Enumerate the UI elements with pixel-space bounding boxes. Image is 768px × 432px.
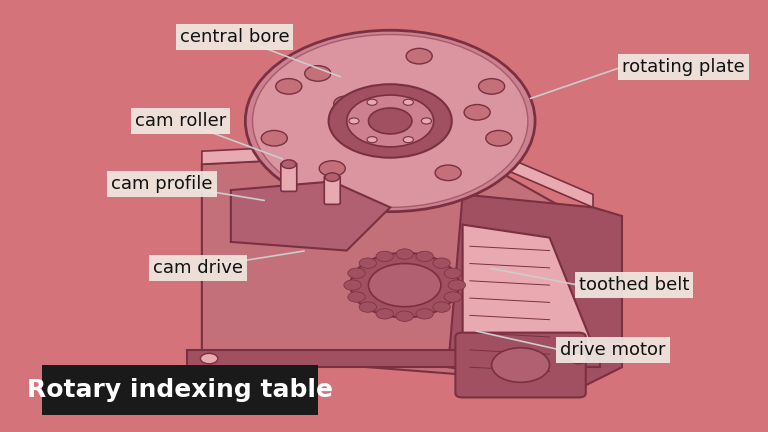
Text: central bore: central bore — [180, 28, 290, 46]
Circle shape — [376, 251, 393, 261]
Circle shape — [416, 309, 433, 319]
Text: Rotary indexing table: Rotary indexing table — [27, 378, 333, 402]
Circle shape — [433, 302, 450, 312]
Circle shape — [282, 160, 296, 168]
Text: drive motor: drive motor — [561, 341, 666, 359]
Circle shape — [359, 258, 376, 268]
Circle shape — [319, 161, 346, 176]
Circle shape — [333, 96, 359, 111]
Circle shape — [349, 118, 359, 124]
Ellipse shape — [245, 30, 535, 212]
Polygon shape — [231, 181, 390, 251]
Circle shape — [376, 309, 393, 319]
Circle shape — [396, 311, 413, 321]
Circle shape — [359, 302, 376, 312]
Text: rotating plate: rotating plate — [622, 58, 745, 76]
Circle shape — [200, 353, 218, 364]
FancyBboxPatch shape — [187, 350, 601, 367]
Circle shape — [261, 130, 287, 146]
FancyBboxPatch shape — [42, 365, 318, 415]
Text: cam drive: cam drive — [154, 259, 243, 277]
Text: cam profile: cam profile — [111, 175, 213, 193]
Circle shape — [350, 253, 459, 318]
Circle shape — [344, 280, 361, 290]
Text: toothed belt: toothed belt — [578, 276, 689, 294]
Circle shape — [416, 251, 433, 261]
Circle shape — [348, 292, 366, 302]
Circle shape — [348, 268, 366, 278]
Circle shape — [433, 258, 450, 268]
Circle shape — [396, 249, 413, 259]
Polygon shape — [449, 194, 622, 389]
Circle shape — [367, 137, 377, 143]
Circle shape — [403, 137, 413, 143]
Circle shape — [369, 264, 441, 307]
Circle shape — [435, 165, 462, 181]
FancyBboxPatch shape — [324, 176, 340, 204]
FancyBboxPatch shape — [455, 333, 586, 397]
Circle shape — [305, 66, 331, 81]
Circle shape — [444, 268, 462, 278]
Circle shape — [325, 173, 339, 181]
Circle shape — [444, 292, 462, 302]
FancyBboxPatch shape — [281, 163, 296, 191]
Polygon shape — [202, 151, 593, 380]
Circle shape — [346, 95, 434, 147]
Circle shape — [367, 99, 377, 105]
Polygon shape — [462, 225, 593, 389]
Ellipse shape — [253, 35, 528, 207]
Circle shape — [478, 79, 505, 94]
Circle shape — [486, 130, 512, 146]
Circle shape — [570, 353, 588, 364]
Circle shape — [329, 84, 452, 158]
Circle shape — [464, 105, 490, 120]
Circle shape — [449, 280, 465, 290]
Polygon shape — [202, 138, 593, 207]
Circle shape — [369, 108, 412, 134]
Circle shape — [492, 348, 550, 382]
Circle shape — [276, 79, 302, 94]
Circle shape — [406, 48, 432, 64]
Circle shape — [403, 99, 413, 105]
Text: cam roller: cam roller — [134, 112, 226, 130]
Circle shape — [422, 118, 432, 124]
